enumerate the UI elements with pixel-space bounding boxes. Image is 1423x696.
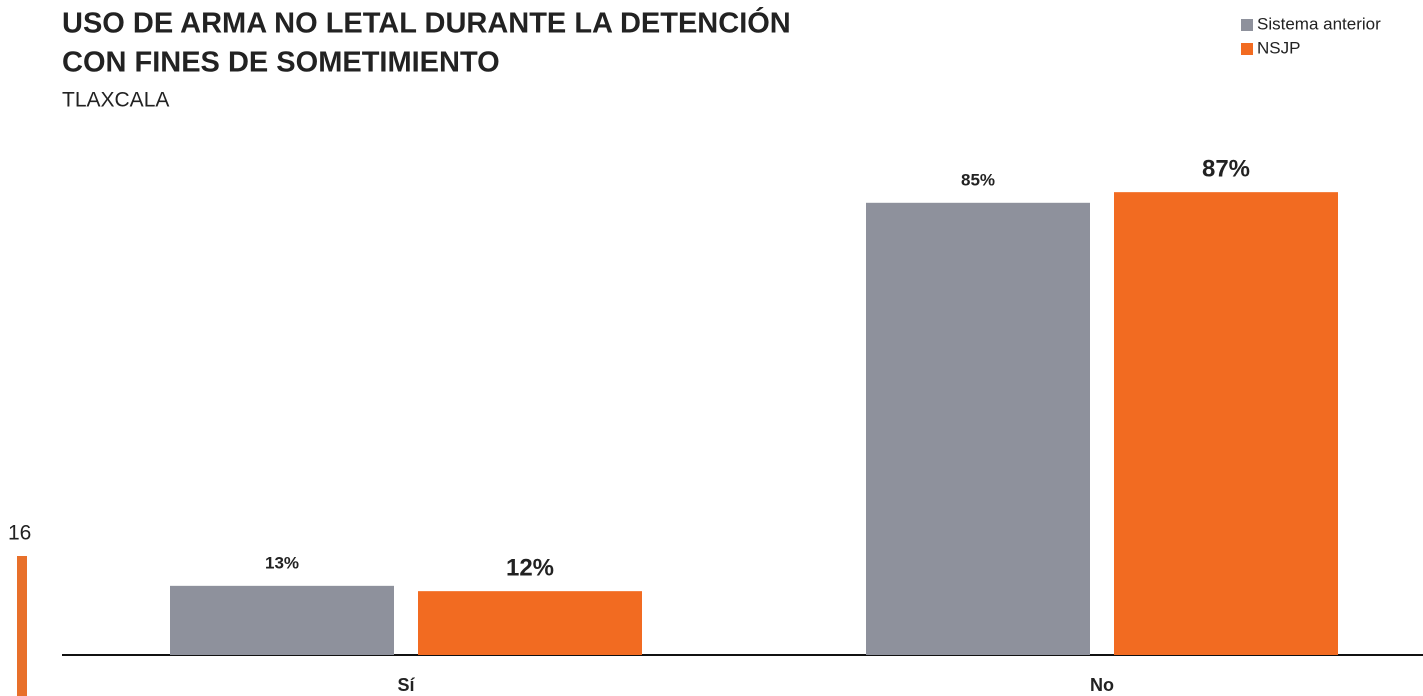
data-label: 87% [1202, 156, 1250, 183]
bar [1114, 192, 1338, 655]
legend-label: NSJP [1257, 38, 1300, 57]
x-tick-label: Sí [397, 675, 415, 695]
bar [866, 202, 1090, 656]
legend-swatch [1241, 19, 1253, 31]
chart-title-line: CON FINES DE SOMETIMIENTO [62, 47, 500, 79]
data-label: 85% [961, 170, 995, 189]
x-tick-label: No [1090, 675, 1114, 695]
page-number: 16 [8, 522, 31, 545]
page-accent [17, 556, 27, 696]
data-label: 12% [506, 555, 554, 582]
data-label: 13% [265, 553, 299, 572]
chart-title-line: USO DE ARMA NO LETAL DURANTE LA DETENCIÓ… [62, 6, 791, 40]
legend-swatch [1241, 43, 1253, 55]
bar [170, 585, 394, 655]
chart-subtitle: TLAXCALA [62, 89, 169, 112]
bar [418, 591, 642, 655]
legend-label: Sistema anterior [1257, 14, 1381, 33]
